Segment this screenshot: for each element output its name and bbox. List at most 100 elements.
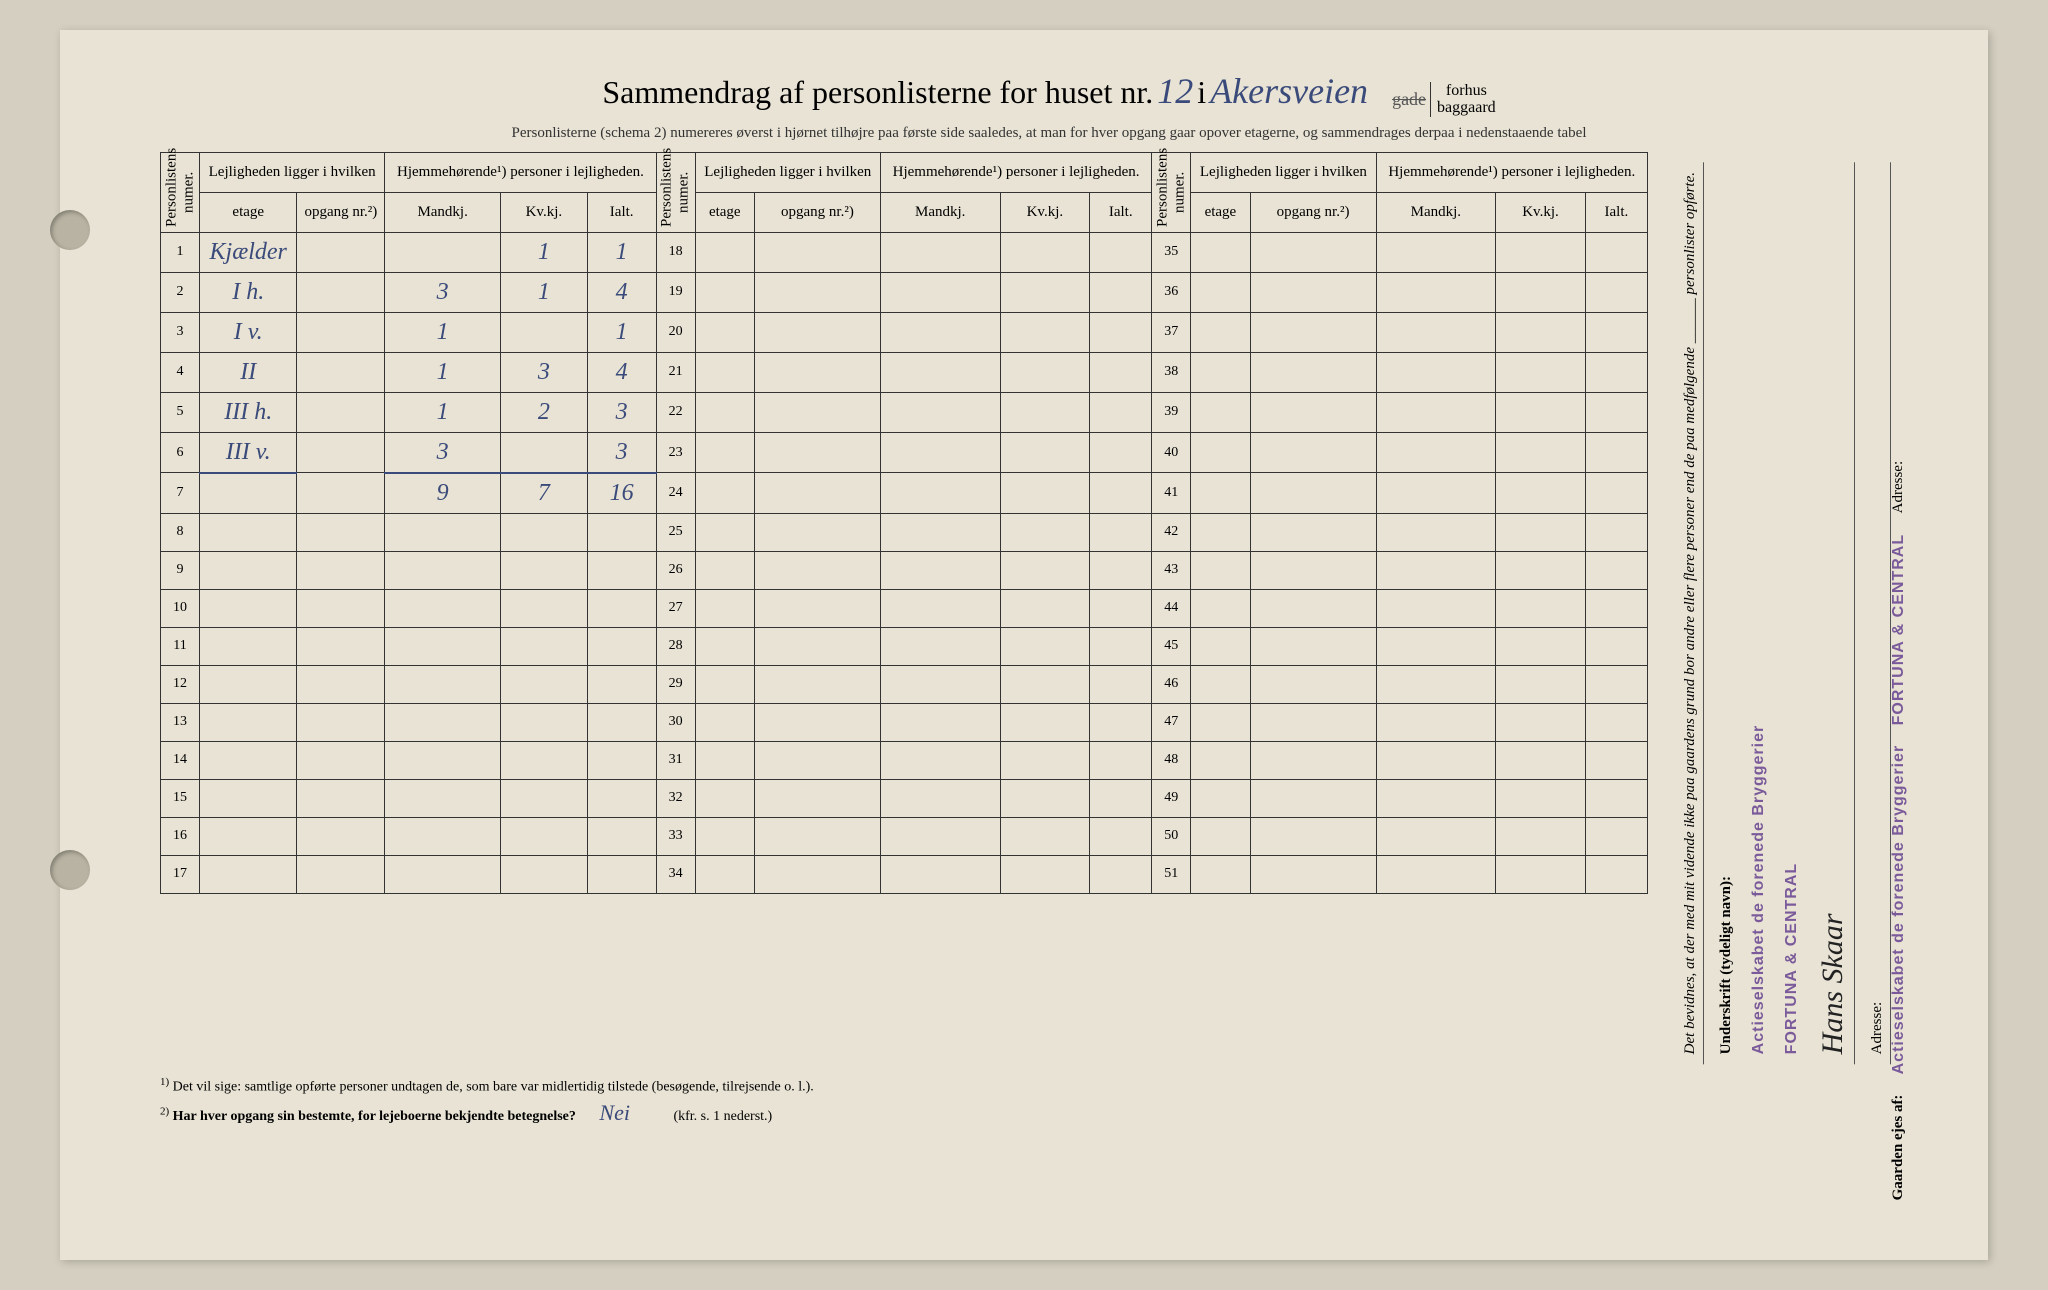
- cell-opgang: [297, 312, 385, 352]
- cell-empty: [1090, 627, 1152, 665]
- cell-etage: [200, 665, 297, 703]
- cell-empty: [880, 703, 1000, 741]
- cell-empty: [880, 352, 1000, 392]
- cell-kvkj: 3: [501, 352, 588, 392]
- cell-empty: [1496, 665, 1586, 703]
- sub-ialt-2: Ialt.: [1090, 192, 1152, 232]
- cell-opgang: [297, 352, 385, 392]
- table-row: 13 30 47: [161, 703, 1648, 741]
- cell-empty: [695, 432, 754, 473]
- cell-empty: [1000, 551, 1090, 589]
- cell-empty: [1496, 473, 1586, 514]
- document-page: Sammendrag af personlisterne for huset n…: [60, 30, 1988, 1260]
- cell-empty: [1376, 627, 1496, 665]
- cell-empty: [1000, 312, 1090, 352]
- table-row: 9 26 43: [161, 551, 1648, 589]
- row-num: 8: [161, 513, 200, 551]
- cell-etage: [200, 513, 297, 551]
- cell-empty: [754, 513, 880, 551]
- underskrift-label: Underskrift (tydeligt navn):: [1718, 172, 1735, 1054]
- cell-empty: [1585, 473, 1647, 514]
- cell-kvkj: [501, 779, 588, 817]
- col-personlistens-2: Personlistens numer.: [656, 152, 695, 232]
- row-num: 37: [1152, 312, 1191, 352]
- cell-empty: [1191, 352, 1250, 392]
- cell-empty: [695, 589, 754, 627]
- cell-opgang: [297, 432, 385, 473]
- cell-empty: [1000, 392, 1090, 432]
- cell-kvkj: [501, 513, 588, 551]
- cell-ialt: 4: [587, 352, 656, 392]
- cell-empty: [1376, 272, 1496, 312]
- sub-kvkj-1: Kv.kj.: [501, 192, 588, 232]
- cell-empty: [1376, 312, 1496, 352]
- row-num: 36: [1152, 272, 1191, 312]
- row-num: 46: [1152, 665, 1191, 703]
- cell-empty: [695, 392, 754, 432]
- cell-empty: [1585, 741, 1647, 779]
- cell-opgang: [297, 665, 385, 703]
- cell-opgang: [297, 627, 385, 665]
- table-row: 1 Kjælder 1 1 18 35: [161, 232, 1648, 272]
- cell-empty: [1000, 665, 1090, 703]
- forhus-label: forhus: [1437, 82, 1496, 100]
- cell-empty: [695, 741, 754, 779]
- cell-etage: I v.: [200, 312, 297, 352]
- cell-empty: [1585, 703, 1647, 741]
- cell-empty: [1585, 272, 1647, 312]
- cell-empty: [1000, 589, 1090, 627]
- cell-empty: [1585, 392, 1647, 432]
- stamp-line1: Actieselskabet de forenede Bryggerier: [1750, 172, 1768, 1054]
- sub-etage-1: etage: [200, 192, 297, 232]
- cell-empty: [880, 312, 1000, 352]
- cell-empty: [1250, 817, 1376, 855]
- table-row: 4 II 1 3 4 21 38: [161, 352, 1648, 392]
- cell-empty: [1090, 855, 1152, 893]
- cell-empty: [754, 432, 880, 473]
- cell-opgang: [297, 703, 385, 741]
- row-num: 42: [1152, 513, 1191, 551]
- title-i: i: [1197, 74, 1206, 110]
- cell-ialt: 1: [587, 232, 656, 272]
- cell-mandkj: [385, 665, 501, 703]
- cell-empty: [1250, 392, 1376, 432]
- cell-empty: [1496, 513, 1586, 551]
- cell-ialt: [587, 627, 656, 665]
- cell-empty: [1496, 551, 1586, 589]
- sub-mandkj-2: Mandkj.: [880, 192, 1000, 232]
- cell-empty: [1191, 627, 1250, 665]
- cell-mandkj: 1: [385, 392, 501, 432]
- row-num: 30: [656, 703, 695, 741]
- row-num: 41: [1152, 473, 1191, 514]
- cell-empty: [880, 392, 1000, 432]
- sub-opgang-2: opgang nr.²): [754, 192, 880, 232]
- cell-empty: [1000, 272, 1090, 312]
- cell-ialt: [587, 855, 656, 893]
- footnote-2-text: Har hver opgang sin bestemte, for lejebo…: [173, 1109, 576, 1124]
- cell-opgang: [297, 513, 385, 551]
- row-num: 44: [1152, 589, 1191, 627]
- cell-empty: [1000, 513, 1090, 551]
- footnotes: 1) Det vil sige: samtlige opførte person…: [160, 1076, 1938, 1126]
- census-table-area: Personlistens numer. Lejligheden ligger …: [160, 152, 1648, 1064]
- cell-empty: [880, 232, 1000, 272]
- cell-kvkj: [501, 432, 588, 473]
- cell-empty: [1496, 741, 1586, 779]
- cell-empty: [754, 272, 880, 312]
- cell-empty: [1000, 703, 1090, 741]
- cell-mandkj: [385, 232, 501, 272]
- cell-empty: [1496, 589, 1586, 627]
- cell-empty: [880, 589, 1000, 627]
- cell-empty: [754, 352, 880, 392]
- sub-ialt-1: Ialt.: [587, 192, 656, 232]
- cell-empty: [1090, 352, 1152, 392]
- cell-empty: [1000, 352, 1090, 392]
- cell-empty: [1250, 855, 1376, 893]
- cell-empty: [1496, 779, 1586, 817]
- cell-empty: [1000, 817, 1090, 855]
- street-name: Akersveien: [1210, 71, 1368, 111]
- cell-empty: [880, 855, 1000, 893]
- cell-empty: [754, 312, 880, 352]
- row-num: 26: [656, 551, 695, 589]
- cell-kvkj: [501, 817, 588, 855]
